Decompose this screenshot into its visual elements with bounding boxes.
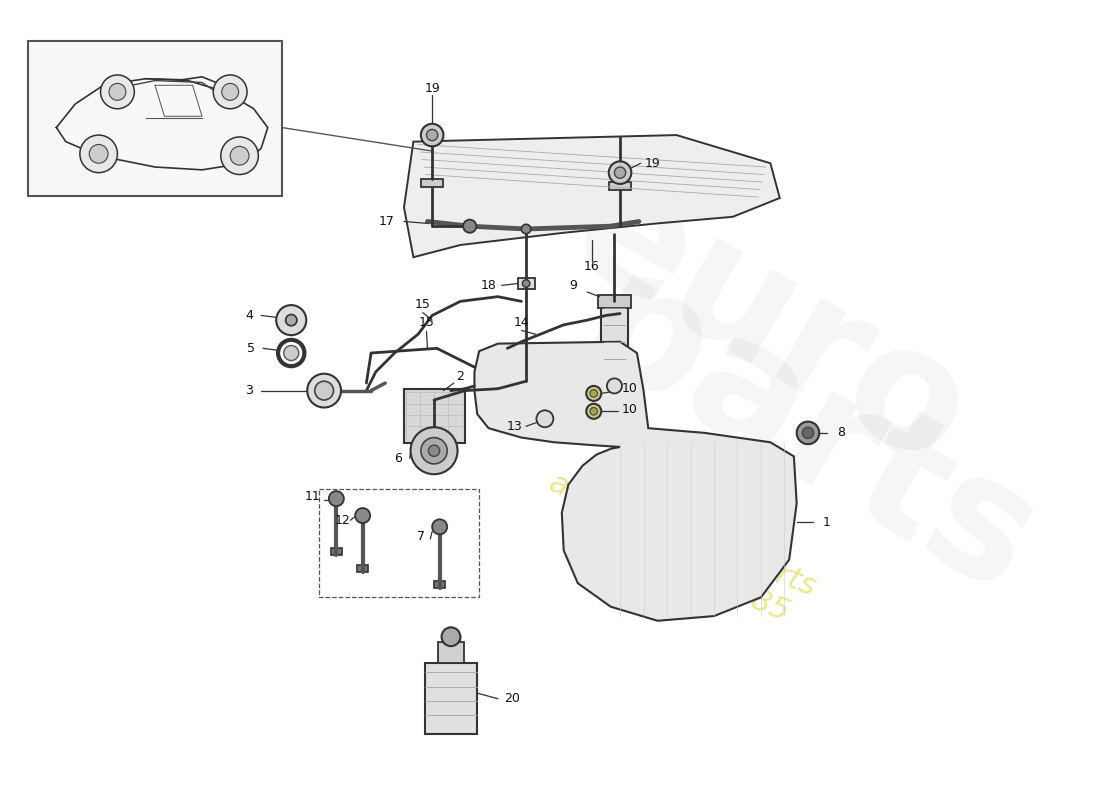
Text: 10: 10 [621, 382, 637, 395]
Circle shape [213, 75, 248, 109]
Bar [421, 179, 443, 186]
Text: euro: euro [544, 147, 997, 502]
Circle shape [441, 627, 460, 646]
Text: 1: 1 [823, 516, 830, 529]
Text: 13: 13 [507, 420, 522, 433]
Bar [331, 549, 342, 555]
Circle shape [522, 280, 530, 287]
Circle shape [428, 445, 440, 456]
Text: 16: 16 [584, 260, 600, 273]
Text: 3: 3 [245, 384, 253, 397]
Circle shape [307, 374, 341, 407]
Text: 15: 15 [415, 298, 431, 310]
Circle shape [329, 491, 344, 506]
Circle shape [615, 167, 626, 178]
Bar [602, 302, 628, 386]
Bar [404, 389, 465, 443]
Text: 14: 14 [514, 317, 529, 330]
Circle shape [222, 83, 239, 100]
Bar [441, 635, 460, 639]
Circle shape [100, 75, 134, 109]
Circle shape [284, 346, 299, 361]
Circle shape [463, 220, 476, 233]
Circle shape [421, 124, 443, 146]
Bar [358, 566, 368, 572]
Circle shape [276, 305, 306, 335]
Circle shape [410, 427, 458, 474]
Text: 20: 20 [504, 692, 520, 706]
Text: 8: 8 [837, 426, 845, 439]
Text: 6: 6 [395, 452, 403, 465]
Circle shape [586, 386, 602, 401]
Circle shape [608, 162, 631, 184]
Circle shape [607, 378, 621, 394]
Bar [518, 278, 535, 289]
Circle shape [537, 410, 553, 427]
Polygon shape [404, 135, 780, 257]
Text: 10: 10 [621, 403, 637, 416]
Text: 5: 5 [246, 342, 255, 355]
Circle shape [586, 404, 602, 418]
Text: 9: 9 [569, 279, 578, 292]
Circle shape [221, 137, 258, 174]
Text: 2: 2 [456, 370, 464, 383]
Text: 17: 17 [379, 215, 395, 228]
Circle shape [590, 407, 597, 415]
Bar [29, 41, 282, 196]
Bar [608, 182, 631, 190]
Bar [597, 294, 631, 308]
Circle shape [80, 135, 118, 173]
Circle shape [590, 390, 597, 397]
Bar [434, 582, 446, 588]
Circle shape [427, 130, 438, 141]
Text: a passion for parts
         since 1985: a passion for parts since 1985 [532, 468, 821, 633]
Text: 7: 7 [417, 530, 425, 542]
Text: 4: 4 [245, 309, 253, 322]
Polygon shape [474, 342, 796, 621]
Circle shape [286, 314, 297, 326]
Bar [438, 642, 464, 663]
Text: 11: 11 [305, 490, 321, 503]
Circle shape [230, 146, 249, 165]
Circle shape [421, 438, 448, 464]
Circle shape [802, 427, 814, 438]
Text: 19: 19 [645, 157, 661, 170]
Text: 19: 19 [425, 82, 440, 94]
Bar [425, 663, 477, 734]
Text: 15: 15 [419, 317, 435, 330]
Circle shape [521, 224, 531, 234]
Circle shape [89, 145, 108, 163]
Text: 18: 18 [481, 279, 496, 292]
Circle shape [432, 519, 448, 534]
Text: 12: 12 [336, 514, 351, 526]
Circle shape [355, 508, 371, 523]
Circle shape [796, 422, 820, 444]
Text: parts: parts [553, 244, 1063, 631]
Circle shape [109, 83, 125, 100]
Circle shape [315, 382, 333, 400]
